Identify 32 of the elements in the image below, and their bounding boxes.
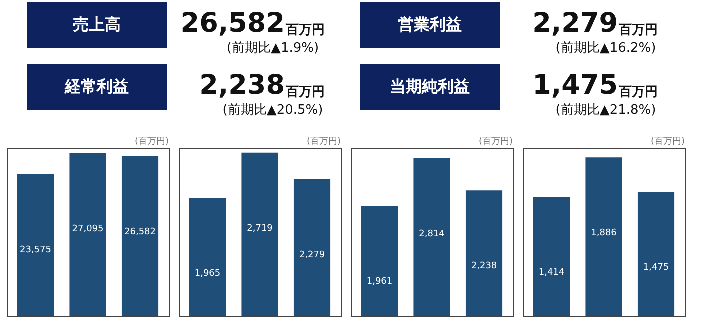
text: 売上高 xyxy=(73,15,121,34)
text: 百万円 xyxy=(285,85,325,100)
text: (前期比▲16.2%) xyxy=(556,41,656,56)
y-axis-title: (百万円) xyxy=(478,137,513,147)
data-label: 1,961 xyxy=(366,277,393,288)
y-axis-title: (百万円) xyxy=(306,137,341,147)
text: 百万円 xyxy=(285,23,325,38)
data-label: 1,886 xyxy=(591,228,618,239)
data-label: 2,238 xyxy=(471,262,498,272)
text: 2,238 xyxy=(200,70,285,101)
y-axis-title: (百万円) xyxy=(134,137,169,147)
y-axis-title: (百万円) xyxy=(650,137,685,147)
data-label: 23,575 xyxy=(20,246,52,256)
data-label: 1,475 xyxy=(643,263,670,274)
data-label: 1,414 xyxy=(538,268,565,278)
text: (前期比▲20.5%) xyxy=(222,103,324,118)
text: 1,475 xyxy=(532,70,618,101)
text: 百万円 xyxy=(618,85,658,100)
text: 百万円 xyxy=(618,23,658,38)
data-label: 27,095 xyxy=(72,224,104,234)
data-label: 2,814 xyxy=(419,229,446,240)
data-label: 2,719 xyxy=(247,224,274,234)
text: 経常利益 xyxy=(64,77,129,96)
text: 2,279 xyxy=(532,8,618,39)
text: 営業利益 xyxy=(398,15,462,34)
text: 26,582 xyxy=(180,8,285,39)
text: 当期純利益 xyxy=(390,77,470,96)
data-label: 26,582 xyxy=(124,228,156,238)
data-label: 2,279 xyxy=(299,250,326,260)
text: (前期比▲1.9%) xyxy=(226,41,320,56)
text: (前期比▲21.8%) xyxy=(556,103,656,118)
data-label: 1,965 xyxy=(194,269,221,280)
